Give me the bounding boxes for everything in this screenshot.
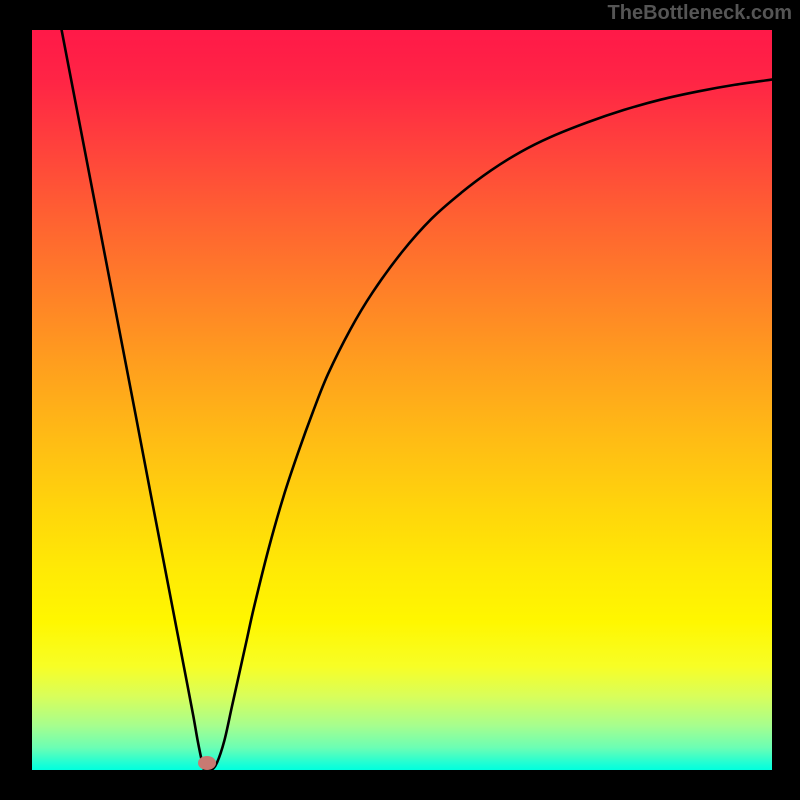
bottleneck-curve (32, 30, 772, 770)
plot-area (32, 30, 772, 770)
attribution-text: TheBottleneck.com (608, 2, 792, 25)
optimal-point-marker (198, 756, 216, 770)
chart-container: TheBottleneck.com (0, 0, 800, 800)
